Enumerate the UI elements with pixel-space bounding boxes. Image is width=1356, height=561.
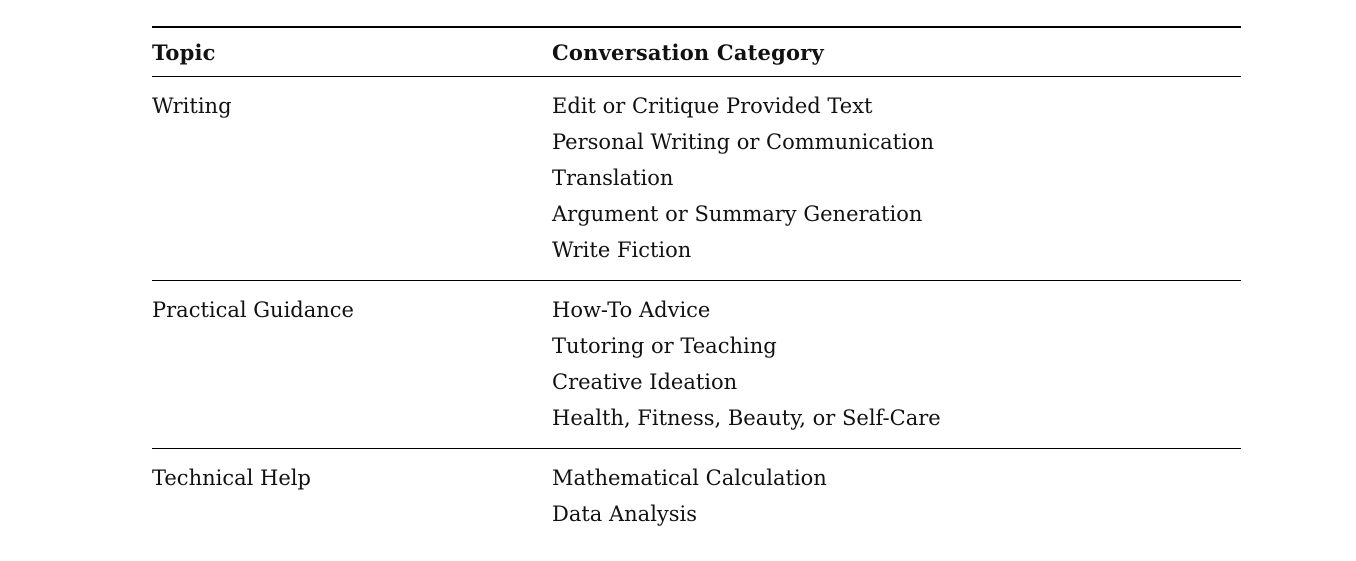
- header-category: Conversation Category: [552, 39, 824, 65]
- category-cell: Personal Writing or Communication: [552, 130, 934, 154]
- category-cell: How-To Advice: [552, 298, 711, 322]
- topic-cell: Practical Guidance: [152, 298, 354, 322]
- top-rule: [152, 26, 1241, 28]
- table-group-technical-help: Technical Help Mathematical Calculation …: [152, 449, 1241, 532]
- header-topic: Topic: [152, 39, 216, 65]
- category-cell: Write Fiction: [552, 238, 692, 262]
- category-cell: Creative Ideation: [552, 370, 738, 394]
- table-group-practical-guidance: Practical Guidance How-To Advice Tutorin…: [152, 281, 1241, 448]
- category-cell: Tutoring or Teaching: [552, 334, 777, 358]
- table-group-writing: Writing Edit or Critique Provided Text P…: [152, 77, 1241, 280]
- group-divider: [152, 448, 1241, 449]
- category-cell: Translation: [552, 166, 674, 190]
- category-cell: Mathematical Calculation: [552, 466, 827, 490]
- table-header: Topic Conversation Category: [152, 28, 1241, 76]
- category-cell: Health, Fitness, Beauty, or Self-Care: [552, 406, 941, 430]
- category-cell: Edit or Critique Provided Text: [552, 94, 873, 118]
- header-rule: [152, 76, 1241, 77]
- category-cell: Argument or Summary Generation: [552, 202, 923, 226]
- group-divider: [152, 280, 1241, 281]
- category-cell: Data Analysis: [552, 502, 698, 526]
- topic-cell: Writing: [152, 94, 232, 118]
- topic-cell: Technical Help: [152, 466, 311, 490]
- topic-category-table: Topic Conversation Category Writing Edit…: [152, 26, 1241, 532]
